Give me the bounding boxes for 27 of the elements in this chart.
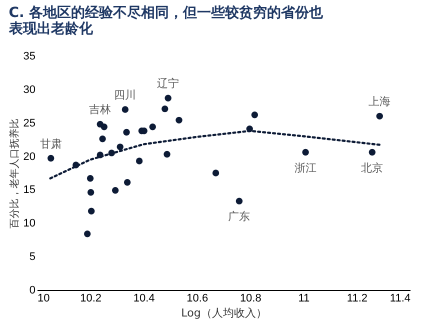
y-tick-label: 5	[29, 251, 36, 264]
chart-title: C. 各地区的经验不尽相同，但一些较贫穷的省份也表现出老龄化	[8, 4, 324, 37]
y-tick-label: 20	[23, 150, 36, 163]
annotation: 北京	[361, 161, 384, 174]
annotation: 吉林	[89, 103, 112, 116]
x-tick-label: 10.2	[80, 292, 102, 304]
y-tick-label: 30	[23, 84, 36, 96]
x-tick-label: 10.8	[240, 292, 262, 304]
x-tick-label: 10	[38, 292, 50, 304]
annotation: 广东	[228, 210, 250, 224]
annotation: 浙江	[294, 161, 317, 174]
y-tick-label: 25	[23, 117, 36, 130]
annotation: 甘肃	[40, 137, 62, 150]
y-tick-label: 10	[23, 218, 36, 230]
x-tick-label: 11	[298, 292, 310, 304]
x-tick-label: 11.2	[346, 292, 368, 304]
y-tick-label: 15	[23, 184, 36, 196]
x-tick-label: 11.4	[390, 292, 410, 304]
annotation: 四川	[114, 88, 136, 102]
x-axis-title: Log（人均收入）	[181, 306, 267, 320]
annotation: 上海	[368, 95, 391, 108]
annotation: 辽宁	[157, 77, 180, 90]
y-tick-label: 0	[29, 284, 36, 296]
y-axis-title: 百分比，老年人口抚养比	[8, 118, 20, 228]
y-tick-label: 35	[23, 50, 36, 62]
x-tick-label: 10.4	[133, 292, 155, 304]
x-tick-label: 10.6	[186, 292, 208, 304]
